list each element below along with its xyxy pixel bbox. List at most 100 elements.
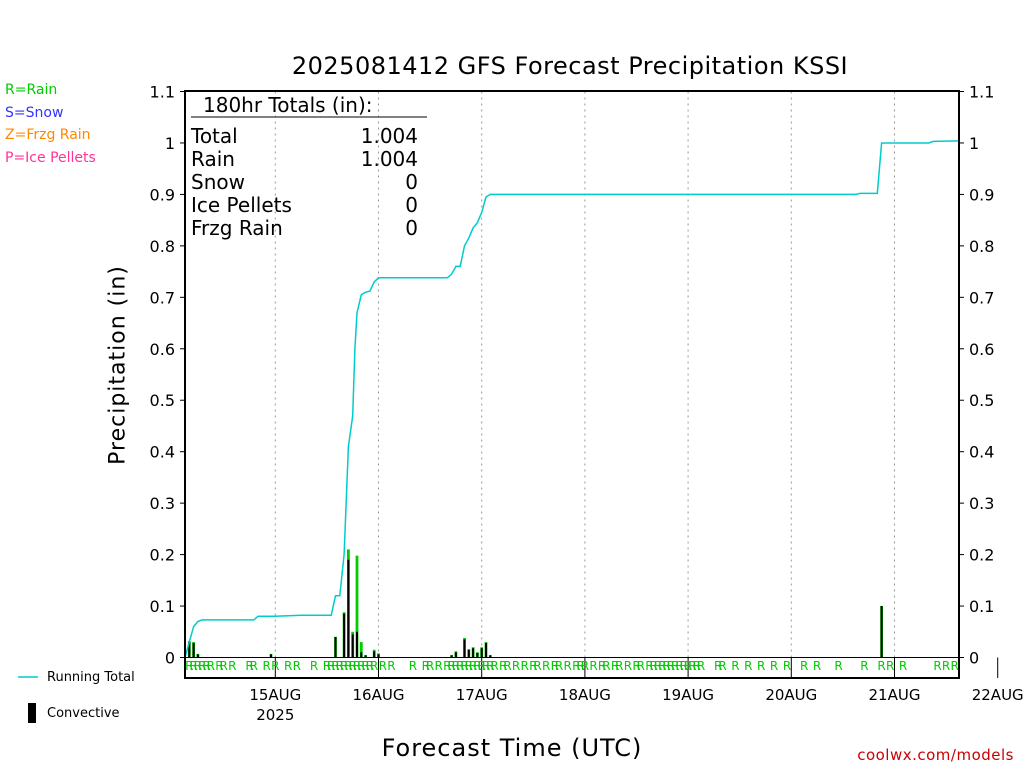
precip-type-marker: R: [800, 659, 808, 673]
legend-snow: S=Snow: [5, 105, 64, 121]
precip-type-marker: R: [422, 659, 430, 673]
precip-type-marker: R: [611, 659, 619, 673]
precip-type-marker: R: [435, 659, 443, 673]
totals-header: 180hr Totals (in):: [203, 93, 373, 117]
legend-convective-label: Convective: [47, 706, 120, 721]
precip-type-marker: R: [555, 659, 563, 673]
y-tick-label-left: 0.7: [150, 288, 175, 307]
precip-type-marker: R: [572, 659, 580, 673]
y-tick-label-left: 0.2: [150, 546, 175, 565]
precip-type-marker: R: [486, 659, 494, 673]
bar-convective: [188, 642, 191, 658]
bar-convective: [377, 654, 380, 658]
precip-type-marker: R: [551, 659, 559, 673]
precip-type-marker: R: [533, 659, 541, 673]
plot-frame: [184, 90, 960, 679]
bar-total: [359, 642, 363, 658]
precip-type-marker: R: [460, 659, 468, 673]
precip-type-marker: R: [521, 659, 529, 673]
precip-type-marker: R: [331, 659, 339, 673]
precip-type-marker: R: [757, 659, 765, 673]
bar-convective: [192, 643, 195, 658]
precip-type-marker: R: [718, 659, 726, 673]
precip-type-marker: R: [327, 659, 335, 673]
totals-value: 0: [405, 170, 418, 194]
precip-type-marker: R: [512, 659, 520, 673]
totals-value: 1.004: [361, 124, 418, 148]
x-axis-label: Forecast Time (UTC): [381, 734, 643, 762]
precip-type-marker: R: [731, 659, 739, 673]
precip-type-marker: R: [770, 659, 778, 673]
precip-type-marker: R: [667, 659, 675, 673]
precip-type-marker: R: [899, 659, 907, 673]
bar-convective: [364, 655, 367, 658]
precip-type-marker: R: [426, 659, 434, 673]
grid-lines: [274, 91, 895, 658]
axes-group: 15AUG 2025 16AUG 17AUG 18AUG 19AUG 20AUG 21AUG 2…: [150, 83, 1024, 725]
y-tick-label-left: 0.5: [150, 391, 175, 410]
precip-type-marker: R: [310, 659, 318, 673]
legend-rain: R=Rain: [5, 82, 58, 98]
precip-type-marker: R: [465, 659, 473, 673]
precip-type-marker: R: [680, 659, 688, 673]
precip-type-marker: R: [581, 659, 589, 673]
precip-type-marker: R: [387, 659, 395, 673]
precip-type-marker: R: [877, 659, 885, 673]
totals-value: 0: [405, 216, 418, 240]
precip-type-marker: R: [813, 659, 821, 673]
legend-ice-pellets: P=Ice Pellets: [5, 150, 96, 166]
precip-type-marker: R: [271, 659, 279, 673]
precip-type-marker: R: [589, 659, 597, 673]
precip-type-marker: R: [951, 659, 959, 673]
bar-convective: [351, 634, 354, 658]
credit-link[interactable]: coolwx.com/models: [857, 746, 1014, 764]
precip-type-marker: R: [293, 659, 301, 673]
precip-type-marker: R: [478, 659, 486, 673]
y-tick-label-right: 0.8: [969, 237, 994, 256]
x-tick-label: 17AUG: [456, 686, 508, 704]
bar-convective: [489, 655, 492, 658]
bar-convective: [360, 652, 363, 658]
y-tick-label-left: 0.6: [150, 340, 175, 359]
precip-type-marker: R: [933, 659, 941, 673]
chart-title: 2025081412 GFS Forecast Precipitation KS…: [291, 52, 849, 80]
bar-convective: [485, 643, 487, 658]
y-tick-label-right: 0: [969, 649, 979, 668]
bar-convective: [196, 654, 199, 658]
precip-type-marker: R: [353, 659, 361, 673]
precip-type-marker: R: [349, 659, 357, 673]
precip-type-marker: R: [409, 659, 417, 673]
precip-type-marker: R: [783, 659, 791, 673]
x-tick-label: 18AUG: [559, 686, 611, 704]
precip-type-marker: R: [340, 659, 348, 673]
totals-label: Frzg Rain: [191, 216, 283, 240]
y-tick-label-left: 0: [165, 649, 175, 668]
x-tick-sublabel: 2025: [256, 706, 294, 724]
y-tick-label-right: 0.4: [969, 443, 994, 462]
x-tick-label: 22AUG: [972, 686, 1024, 704]
bar-convective: [334, 636, 337, 658]
precip-type-marker: R: [645, 659, 653, 673]
precip-type-marker: R: [602, 659, 610, 673]
precip-type-marker: R: [662, 659, 670, 673]
totals-box: 180hr Totals (in): Total 1.004 Rain 1.004 Sno…: [190, 93, 427, 240]
totals-value: 0: [405, 193, 418, 217]
precip-type-marker: R: [671, 659, 679, 673]
bar-convective: [356, 631, 358, 658]
x-tick-label: 15AUG: [249, 686, 301, 704]
y-tick-label-right: 0.1: [969, 597, 994, 616]
bar-convective: [472, 648, 475, 658]
precip-type-marker: R: [697, 659, 705, 673]
y-tick-label-left: 0.9: [150, 185, 175, 204]
precip-type-marker: R: [357, 659, 365, 673]
y-tick-label-right: 1: [969, 134, 979, 153]
precip-type-marker: R: [886, 659, 894, 673]
precip-type-marker: R: [688, 659, 696, 673]
precip-type-marker: R: [714, 659, 722, 673]
precip-type-marker: R: [189, 659, 197, 673]
y-tick-label-left: 0.1: [150, 597, 175, 616]
bar-convective: [450, 655, 453, 658]
precip-type-marker: R: [542, 659, 550, 673]
